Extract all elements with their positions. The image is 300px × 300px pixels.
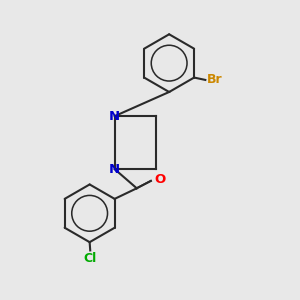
Text: Cl: Cl xyxy=(84,252,97,265)
Text: N: N xyxy=(109,110,120,123)
Text: O: O xyxy=(154,173,166,186)
Text: N: N xyxy=(109,163,120,176)
Text: Br: Br xyxy=(206,74,222,86)
